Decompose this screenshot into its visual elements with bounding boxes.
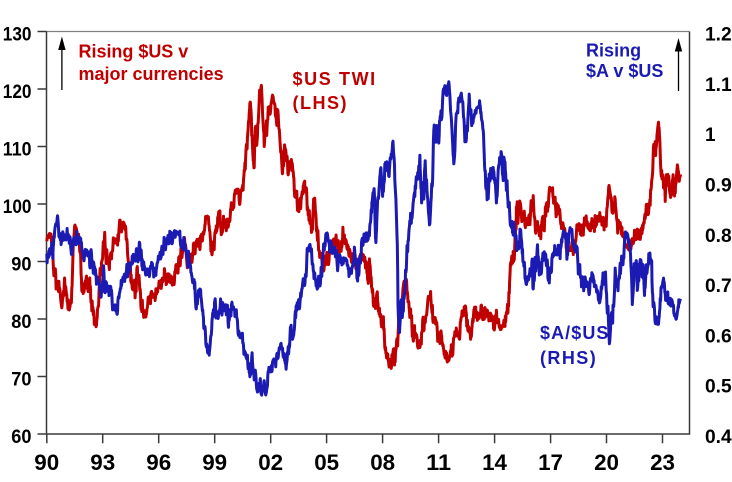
svg-text:05: 05 — [314, 450, 339, 475]
svg-text:70: 70 — [11, 370, 31, 391]
svg-text:1: 1 — [705, 125, 716, 146]
svg-text:Rising: Rising — [586, 41, 641, 61]
svg-text:110: 110 — [3, 140, 32, 161]
svg-text:major currencies: major currencies — [79, 64, 224, 84]
svg-text:23: 23 — [650, 450, 675, 475]
svg-text:0.9: 0.9 — [705, 175, 732, 196]
svg-text:Rising $US v: Rising $US v — [79, 42, 189, 62]
svg-text:0.6: 0.6 — [705, 326, 732, 347]
svg-text:1.2: 1.2 — [705, 25, 732, 46]
svg-text:0.4: 0.4 — [705, 427, 732, 448]
svg-text:(LHS): (LHS) — [293, 93, 347, 113]
svg-text:120: 120 — [3, 82, 32, 103]
svg-text:80: 80 — [11, 312, 31, 333]
svg-text:$A v $US: $A v $US — [586, 61, 663, 81]
svg-text:90: 90 — [34, 450, 59, 475]
svg-text:14: 14 — [482, 450, 507, 475]
svg-text:11: 11 — [426, 450, 451, 475]
svg-text:08: 08 — [370, 450, 395, 475]
svg-text:02: 02 — [258, 450, 283, 475]
svg-text:96: 96 — [146, 450, 171, 475]
svg-text:100: 100 — [3, 197, 32, 218]
svg-text:60: 60 — [11, 427, 31, 448]
svg-text:1.1: 1.1 — [705, 75, 732, 96]
svg-text:99: 99 — [202, 450, 227, 475]
svg-text:130: 130 — [3, 25, 32, 46]
svg-text:0.5: 0.5 — [705, 377, 732, 398]
svg-text:0.8: 0.8 — [705, 226, 732, 247]
svg-text:20: 20 — [594, 450, 619, 475]
svg-text:90: 90 — [11, 255, 31, 276]
svg-text:0.7: 0.7 — [705, 276, 732, 297]
svg-text:$US TWI: $US TWI — [293, 69, 376, 89]
svg-text:93: 93 — [90, 450, 115, 475]
svg-text:(RHS): (RHS) — [540, 348, 596, 368]
svg-text:17: 17 — [538, 450, 563, 475]
svg-text:$A/$US: $A/$US — [540, 323, 608, 343]
